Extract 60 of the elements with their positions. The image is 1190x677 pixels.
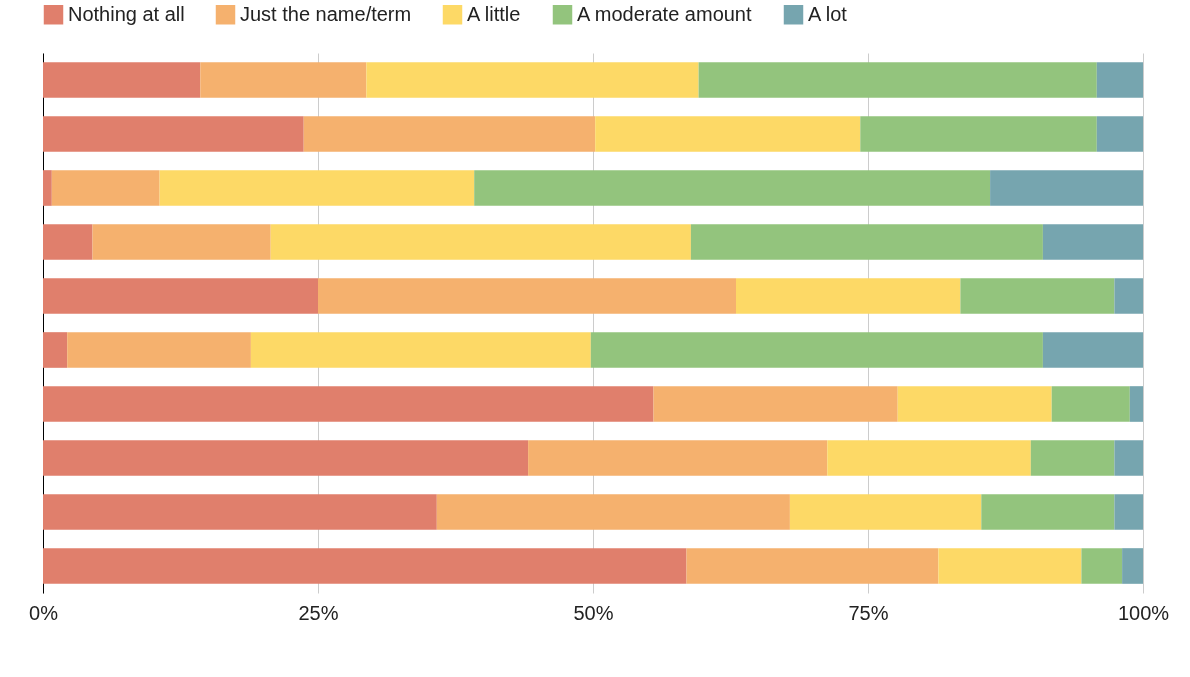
bar xyxy=(270,224,691,260)
bar xyxy=(43,440,529,476)
legend-label: Just the name/term xyxy=(240,2,412,25)
bar xyxy=(43,62,201,98)
bar xyxy=(1114,494,1143,530)
bar xyxy=(827,440,1031,476)
bar xyxy=(43,494,437,530)
legend-label: A little xyxy=(467,2,521,25)
x-tick-label: 25% xyxy=(298,601,339,624)
bar xyxy=(938,548,1082,584)
bar xyxy=(92,224,271,260)
bar xyxy=(436,494,790,530)
bar xyxy=(318,278,736,314)
bar xyxy=(43,332,68,368)
bar xyxy=(789,494,982,530)
bar xyxy=(698,62,1097,98)
bar xyxy=(366,62,699,98)
bar xyxy=(653,386,898,422)
bar xyxy=(736,278,961,314)
bar xyxy=(43,278,318,314)
bar xyxy=(250,332,591,368)
bar xyxy=(1114,278,1143,314)
bar xyxy=(960,278,1115,314)
bar xyxy=(1114,440,1143,476)
bar xyxy=(474,170,991,206)
bar xyxy=(303,116,596,152)
bar xyxy=(43,170,52,206)
bar xyxy=(981,494,1115,530)
bar xyxy=(159,170,475,206)
bar xyxy=(686,548,939,584)
bar xyxy=(990,170,1143,206)
bar xyxy=(1051,386,1130,422)
x-tick-label: 50% xyxy=(573,601,614,624)
bar xyxy=(43,386,654,422)
bar xyxy=(1081,548,1123,584)
bar xyxy=(528,440,828,476)
bar xyxy=(1129,386,1143,422)
x-tick-label: 75% xyxy=(848,601,889,624)
bar xyxy=(51,170,160,206)
bar xyxy=(200,62,367,98)
bar xyxy=(43,116,304,152)
bar xyxy=(897,386,1052,422)
bar xyxy=(43,548,687,584)
bar xyxy=(67,332,251,368)
bar xyxy=(1042,224,1143,260)
bar xyxy=(43,224,93,260)
legend-label: A lot xyxy=(808,2,848,25)
legend-label: A moderate amount xyxy=(577,2,752,25)
bar xyxy=(595,116,861,152)
bar xyxy=(860,116,1097,152)
bar xyxy=(590,332,1043,368)
bar xyxy=(1096,62,1143,98)
bar xyxy=(690,224,1043,260)
bar xyxy=(1122,548,1143,584)
x-tick-label: 100% xyxy=(1117,601,1170,624)
legend-label: Nothing at all xyxy=(68,2,185,25)
bar xyxy=(1042,332,1143,368)
x-tick-label: 0% xyxy=(29,601,59,624)
bar xyxy=(1096,116,1143,152)
bar xyxy=(1030,440,1115,476)
